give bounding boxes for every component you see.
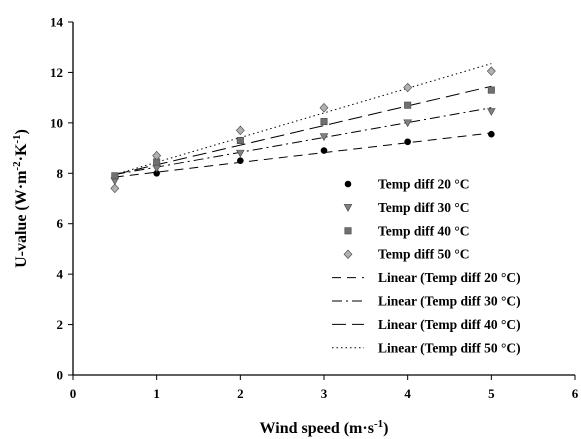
data-point <box>153 165 161 172</box>
y-tick-label: 10 <box>50 115 63 130</box>
data-point <box>488 87 494 93</box>
y-tick-label: 0 <box>57 368 64 383</box>
legend-marker <box>344 250 352 259</box>
trendline <box>115 133 492 177</box>
legend-marker <box>345 228 351 234</box>
y-tick-label: 4 <box>57 267 64 282</box>
legend-label: Linear (Temp diff 30 °C) <box>378 294 521 309</box>
data-point <box>237 150 245 157</box>
data-point <box>111 184 119 193</box>
data-point <box>404 83 412 92</box>
data-point <box>236 126 244 135</box>
y-tick-label: 2 <box>57 317 64 332</box>
legend-marker <box>344 204 352 211</box>
x-tick-label: 6 <box>572 386 579 401</box>
legend-label: Temp diff 50 °C <box>378 247 470 262</box>
data-point <box>404 102 410 108</box>
data-point <box>488 109 496 116</box>
data-point <box>237 137 243 143</box>
data-points <box>111 67 496 193</box>
legend: Temp diff 20 °C Temp diff 30 °C Temp diff … <box>332 177 521 356</box>
x-tick-label: 5 <box>488 386 495 401</box>
legend-label: Linear (Temp diff 40 °C) <box>378 317 521 332</box>
x-tick-label: 3 <box>321 386 328 401</box>
data-point <box>404 138 411 145</box>
x-axis-title: Wind speed (m·s-1) <box>260 418 389 437</box>
x-tick-label: 4 <box>404 386 411 401</box>
data-point <box>112 173 118 179</box>
data-point <box>487 67 495 76</box>
y-tick-label: 8 <box>57 166 64 181</box>
x-tick-label: 2 <box>237 386 244 401</box>
legend-marker <box>345 181 352 188</box>
trendline <box>115 86 492 174</box>
legend-label: Temp diff 40 °C <box>378 223 470 238</box>
y-tick-label: 14 <box>50 15 64 30</box>
legend-label: Temp diff 20 °C <box>378 177 470 192</box>
data-point <box>321 118 327 124</box>
trendline <box>115 108 492 175</box>
x-tick-label: 1 <box>153 386 160 401</box>
data-point <box>488 131 495 138</box>
legend-label: Linear (Temp diff 20 °C) <box>378 270 521 285</box>
y-tick-label: 6 <box>57 216 64 231</box>
trendlines <box>115 64 492 177</box>
legend-label: Linear (Temp diff 50 °C) <box>378 340 521 355</box>
y-axis-title: U-value (W·m-2·K-1) <box>11 129 30 268</box>
data-point <box>237 157 244 164</box>
legend-label: Temp diff 30 °C <box>378 200 470 215</box>
data-point <box>320 103 328 112</box>
trendline <box>115 64 492 175</box>
data-point <box>321 147 328 154</box>
x-tick-label: 0 <box>70 386 77 401</box>
y-tick-label: 12 <box>50 65 63 80</box>
